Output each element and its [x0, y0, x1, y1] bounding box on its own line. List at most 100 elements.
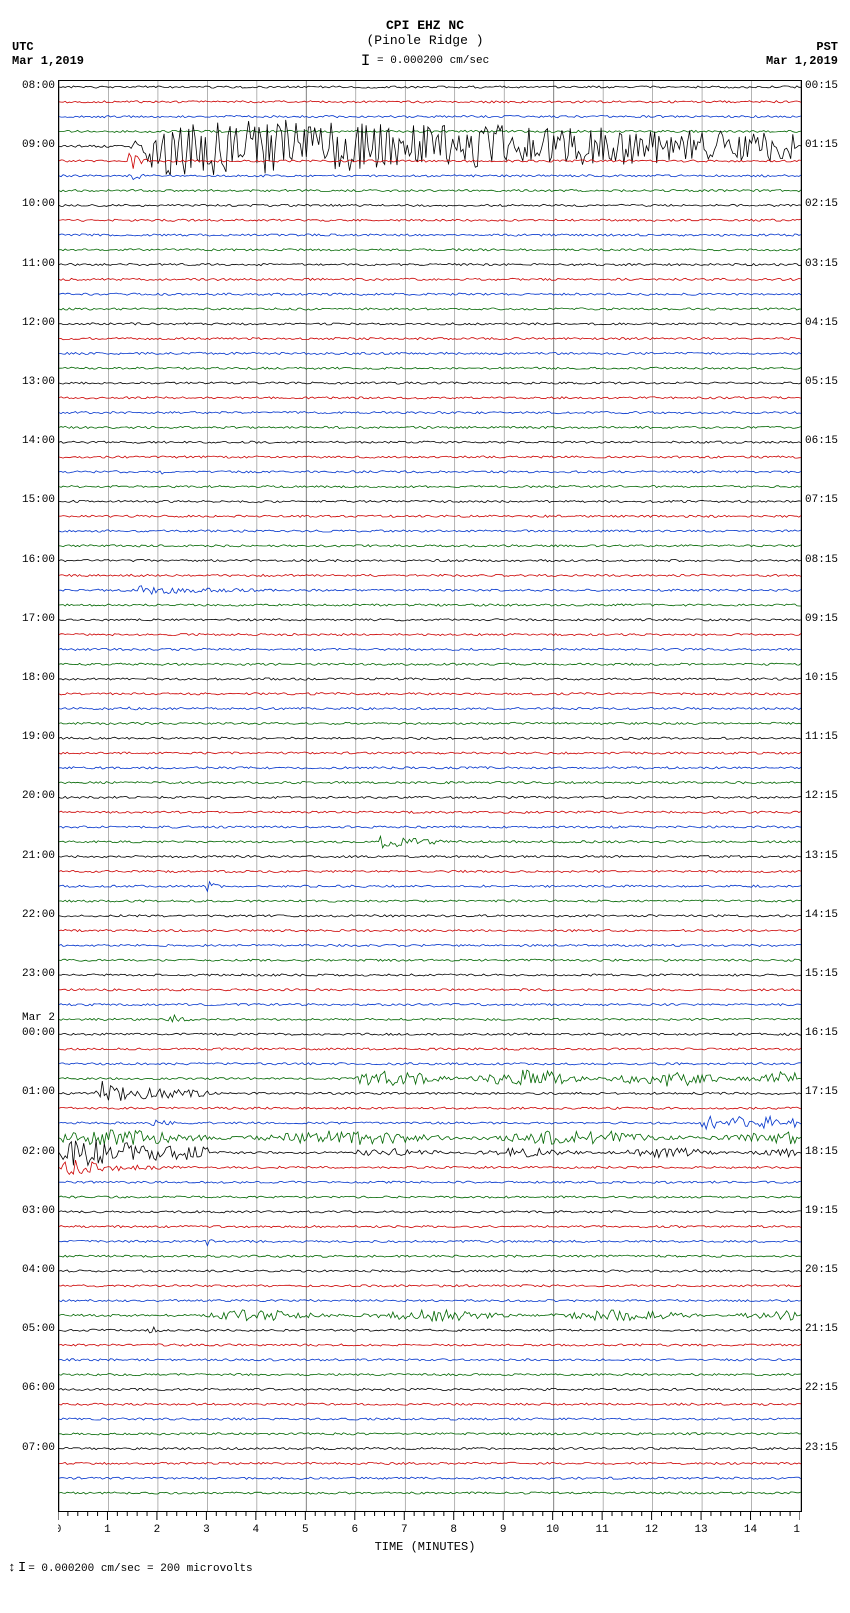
- trace-row: [59, 412, 801, 414]
- trace-row: [59, 153, 801, 168]
- svg-text:15: 15: [793, 1524, 800, 1536]
- trace-row: [59, 500, 801, 502]
- utc-hour-label: 13:00: [22, 376, 59, 388]
- pst-hour-label: 09:15: [801, 613, 838, 625]
- trace-row: [59, 989, 801, 991]
- utc-hour-label: 21:00: [22, 850, 59, 862]
- utc-hour-label: 06:00: [22, 1382, 59, 1394]
- trace-row: [59, 352, 801, 354]
- trace-row: [59, 574, 801, 576]
- utc-hour-label: 07:00: [22, 1442, 59, 1454]
- timezone-right: PST Mar 1,2019: [766, 40, 838, 68]
- trace-row: [59, 752, 801, 754]
- trace-row: [59, 486, 801, 488]
- svg-text:10: 10: [546, 1524, 559, 1536]
- trace-row: [59, 604, 801, 606]
- trace-row: [59, 1033, 801, 1035]
- trace-row: [59, 1300, 801, 1302]
- trace-row: [59, 1418, 801, 1420]
- pst-hour-label: 18:15: [801, 1146, 838, 1158]
- trace-row: [59, 219, 801, 221]
- trace-row: [59, 264, 801, 266]
- svg-text:9: 9: [500, 1524, 507, 1536]
- trace-row: [59, 707, 801, 710]
- seismogram-plot: 08:0009:0010:0011:0012:0013:0014:0015:00…: [58, 80, 802, 1512]
- trace-row: [59, 1403, 801, 1405]
- x-axis-label: TIME (MINUTES): [0, 1540, 850, 1554]
- trace-row: [59, 722, 801, 724]
- pst-hour-label: 12:15: [801, 790, 838, 802]
- utc-hour-label: 10:00: [22, 198, 59, 210]
- trace-row: [59, 1004, 801, 1006]
- trace-row: [59, 619, 801, 621]
- utc-hour-label: 20:00: [22, 790, 59, 802]
- trace-row: [59, 190, 801, 192]
- svg-text:5: 5: [302, 1524, 309, 1536]
- scale-footer: ↕I= 0.000200 cm/sec = 200 microvolts: [8, 1560, 850, 1576]
- svg-text:11: 11: [596, 1524, 610, 1536]
- utc-hour-label: 03:00: [22, 1205, 59, 1217]
- trace-row: [59, 1374, 801, 1376]
- trace-row: [59, 116, 801, 118]
- utc-hour-label: 04:00: [22, 1264, 59, 1276]
- trace-row: [59, 782, 801, 784]
- trace-row: [59, 882, 801, 892]
- pst-hour-label: 04:15: [801, 317, 838, 329]
- trace-row: [59, 1140, 801, 1165]
- svg-text:12: 12: [645, 1524, 658, 1536]
- pst-hour-label: 21:15: [801, 1323, 838, 1335]
- utc-hour-label: 09:00: [22, 139, 59, 151]
- trace-row: [59, 767, 801, 769]
- trace-row: [59, 796, 801, 798]
- trace-row: [59, 1448, 801, 1450]
- svg-text:13: 13: [694, 1524, 707, 1536]
- trace-row: [59, 826, 801, 828]
- trace-row: [59, 1160, 801, 1174]
- utc-hour-label: 00:00: [22, 1027, 59, 1039]
- pst-hour-label: 14:15: [801, 909, 838, 921]
- svg-text:6: 6: [351, 1524, 358, 1536]
- trace-row: [59, 586, 801, 595]
- trace-row: [59, 560, 801, 562]
- utc-hour-label: 02:00: [22, 1146, 59, 1158]
- trace-row: [59, 1462, 801, 1464]
- trace-row: [59, 1255, 801, 1257]
- station-name: (Pinole Ridge ): [0, 33, 850, 48]
- pst-hour-label: 02:15: [801, 198, 838, 210]
- trace-row: [59, 1070, 801, 1087]
- trace-row: [59, 1196, 801, 1198]
- trace-row: [59, 1130, 801, 1145]
- trace-row: [59, 338, 801, 340]
- trace-row: [59, 1063, 801, 1065]
- x-axis: 0123456789101112131415: [58, 1512, 800, 1538]
- trace-row: [59, 1081, 801, 1101]
- pst-hour-label: 06:15: [801, 435, 838, 447]
- trace-row: [59, 1433, 801, 1435]
- trace-row: [59, 634, 801, 636]
- trace-row: [59, 1211, 801, 1213]
- trace-row: [59, 204, 801, 206]
- trace-row: [59, 471, 801, 474]
- trace-row: [59, 382, 801, 384]
- trace-row: [59, 456, 801, 458]
- pst-hour-label: 01:15: [801, 139, 838, 151]
- utc-hour-label: 15:00: [22, 494, 59, 506]
- trace-row: [59, 278, 801, 280]
- trace-row: [59, 1388, 801, 1390]
- utc-hour-label: 16:00: [22, 554, 59, 566]
- utc-hour-label: 05:00: [22, 1323, 59, 1335]
- trace-row: [59, 101, 801, 103]
- trace-row: [59, 1107, 801, 1109]
- pst-hour-label: 07:15: [801, 494, 838, 506]
- trace-row: [59, 1181, 801, 1183]
- pst-hour-label: 15:15: [801, 968, 838, 980]
- trace-row: [59, 234, 801, 236]
- trace-row: [59, 944, 801, 946]
- trace-row: [59, 1344, 801, 1346]
- trace-row: [59, 293, 801, 295]
- trace-row: [59, 1015, 801, 1022]
- trace-row: [59, 1226, 801, 1228]
- trace-row: [59, 1327, 801, 1333]
- trace-row: [59, 1477, 801, 1479]
- trace-row: [59, 856, 801, 858]
